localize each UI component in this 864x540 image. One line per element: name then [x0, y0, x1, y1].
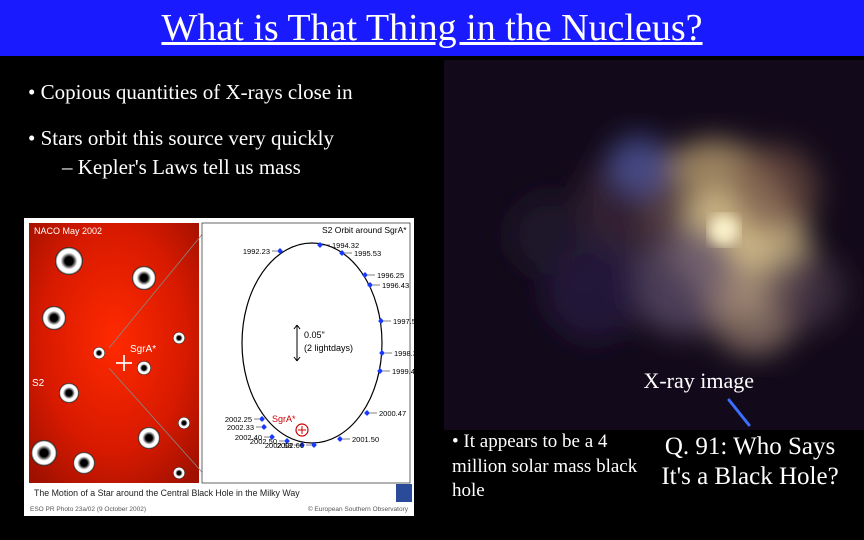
svg-text:SgrA*: SgrA* [272, 414, 296, 424]
svg-text:2002.66: 2002.66 [277, 441, 304, 450]
svg-text:1998.36: 1998.36 [394, 349, 414, 358]
xray-label: X-ray image [643, 368, 754, 394]
svg-text:ESO PR Photo 23a/02 (9 October: ESO PR Photo 23a/02 (9 October 2002) [30, 506, 146, 513]
svg-text:0.05": 0.05" [304, 330, 325, 340]
orbit-figure: NACO May 2002 SgrA* S2 S2 Orbit around S… [24, 218, 414, 516]
svg-text:(2 lightdays): (2 lightdays) [304, 343, 353, 353]
svg-text:SgrA*: SgrA* [130, 344, 156, 355]
svg-text:1992.23: 1992.23 [243, 247, 270, 256]
svg-text:2000.47: 2000.47 [379, 409, 406, 418]
svg-text:1997.54: 1997.54 [393, 317, 414, 326]
bullet-2: Stars orbit this source very quickly [28, 124, 468, 152]
bullet-list: Copious quantities of X-rays close in St… [28, 78, 468, 199]
svg-text:S2: S2 [32, 378, 45, 389]
svg-text:2001.50: 2001.50 [352, 435, 379, 444]
slide-title: What is That Thing in the Nucleus? [161, 6, 702, 50]
svg-text:The Motion of a Star around th: The Motion of a Star around the Central … [34, 488, 300, 498]
conclusion-bullet: It appears to be a 4 million solar mass … [452, 430, 642, 504]
svg-text:S2 Orbit around SgrA*: S2 Orbit around SgrA* [322, 225, 407, 235]
svg-text:2002.25: 2002.25 [225, 415, 252, 424]
svg-text:1996.43: 1996.43 [382, 281, 409, 290]
bullet-2-sub: Kepler's Laws tell us mass [62, 153, 468, 181]
svg-text:2002.40: 2002.40 [235, 433, 262, 442]
question-text: Q. 91: Who Says It's a Black Hole? [650, 432, 850, 492]
svg-text:1996.25: 1996.25 [377, 271, 404, 280]
svg-text:© European Southern Observator: © European Southern Observatory [308, 505, 409, 513]
svg-text:NACO May 2002: NACO May 2002 [34, 226, 102, 236]
svg-text:1999.47: 1999.47 [392, 367, 414, 376]
svg-text:2002.33: 2002.33 [227, 423, 254, 432]
svg-text:1995.53: 1995.53 [354, 249, 381, 258]
bullet-1: Copious quantities of X-rays close in [28, 78, 468, 106]
title-bar: What is That Thing in the Nucleus? [0, 0, 864, 56]
